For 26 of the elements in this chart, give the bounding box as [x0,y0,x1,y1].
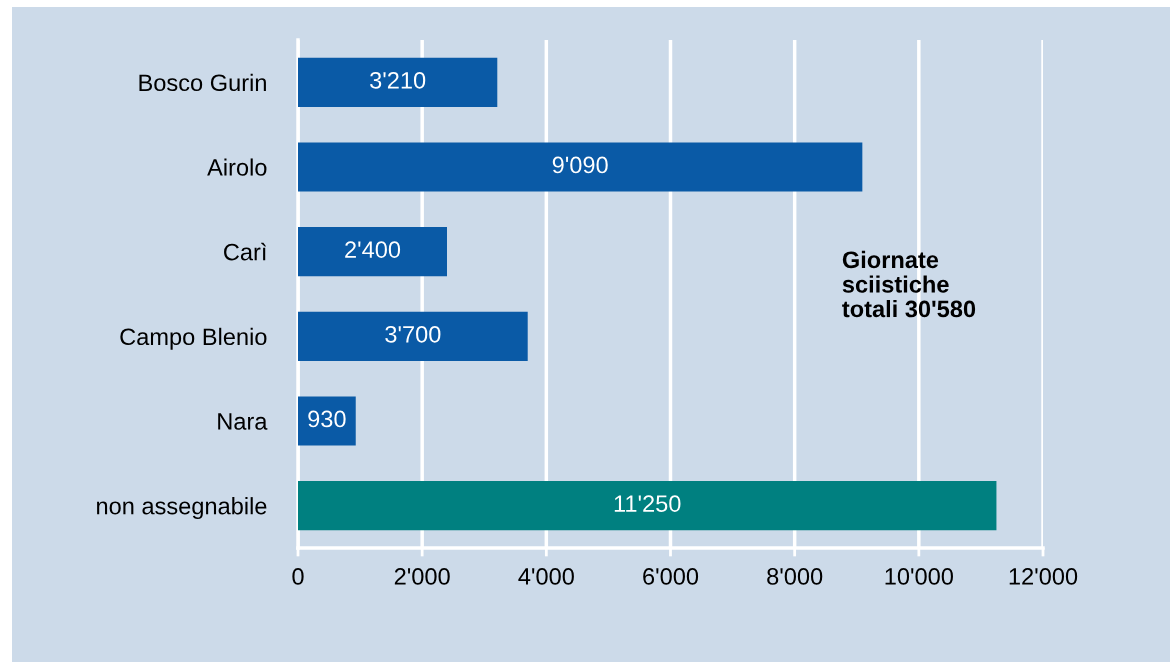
x-tick-label: 4'000 [518,568,574,585]
data-label: 9'090 [552,156,608,174]
x-tick-label: 12'000 [1009,568,1078,585]
bar [298,142,863,192]
y-tick-label: non assegnabile [97,497,267,520]
y-tick-label: Campo Blenio [120,327,267,350]
data-label: 3'210 [370,71,426,89]
y-tick-label: Airolo [207,158,267,176]
bar [298,481,997,531]
x-tick-label: 8'000 [767,568,823,585]
data-label: 11'250 [614,495,681,512]
x-tick-label: 2'000 [394,568,450,585]
bar [298,227,447,277]
y-tick-label: Bosco Gurin [139,73,266,92]
y-tick-label: Nara [218,413,268,430]
bar [298,396,356,446]
bar [298,311,528,361]
bar [298,57,498,107]
annotation: Giornate sciistiche totali 30'580 [842,250,976,318]
data-label: 930 [308,410,346,428]
data-label: 2'400 [345,241,401,258]
x-tick-label: 6'000 [643,568,699,585]
x-tick-label: 10'000 [885,568,953,585]
data-label: 3'700 [385,325,441,343]
x-tick-label: 0 [292,568,304,585]
y-tick-label: Carì [224,242,266,261]
